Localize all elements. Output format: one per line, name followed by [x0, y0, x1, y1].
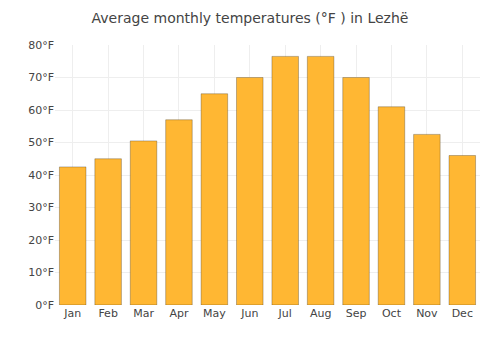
- svg-text:Feb: Feb: [98, 307, 117, 320]
- svg-text:20°F: 20°F: [28, 234, 54, 247]
- svg-text:0°F: 0°F: [35, 299, 54, 312]
- svg-text:40°F: 40°F: [28, 169, 54, 182]
- svg-text:10°F: 10°F: [28, 266, 54, 279]
- svg-text:Aug: Aug: [310, 307, 331, 320]
- svg-text:May: May: [203, 307, 226, 320]
- svg-text:Oct: Oct: [382, 307, 402, 320]
- svg-text:60°F: 60°F: [28, 104, 54, 117]
- svg-text:Average monthly temperatures (: Average monthly temperatures (°F ) in Le…: [92, 10, 409, 26]
- svg-text:30°F: 30°F: [28, 201, 54, 214]
- svg-text:Dec: Dec: [452, 307, 473, 320]
- svg-text:70°F: 70°F: [28, 71, 54, 84]
- svg-text:Jul: Jul: [278, 307, 292, 320]
- svg-text:Nov: Nov: [416, 307, 438, 320]
- svg-text:Mar: Mar: [133, 307, 154, 320]
- svg-text:80°F: 80°F: [28, 39, 54, 52]
- svg-text:Jan: Jan: [63, 307, 81, 320]
- svg-text:50°F: 50°F: [28, 136, 54, 149]
- svg-text:Apr: Apr: [169, 307, 189, 320]
- svg-text:Sep: Sep: [346, 307, 367, 320]
- svg-text:Jun: Jun: [240, 307, 258, 320]
